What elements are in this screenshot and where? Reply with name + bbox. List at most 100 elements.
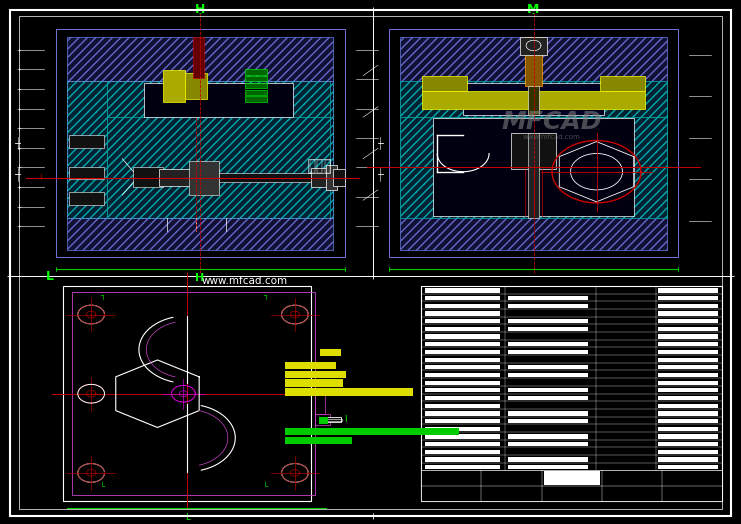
Bar: [56, 29, 345, 257]
Bar: [325, 417, 341, 422]
Text: www.mfcad.com: www.mfcad.com: [523, 134, 581, 140]
Bar: [425, 342, 500, 346]
Text: -: -: [532, 9, 535, 18]
Bar: [658, 388, 718, 392]
Bar: [245, 69, 267, 74]
Bar: [658, 434, 718, 439]
Bar: [422, 75, 467, 91]
Bar: [422, 91, 645, 110]
Bar: [285, 388, 413, 396]
Bar: [658, 334, 718, 339]
Bar: [508, 411, 588, 416]
Text: MFCAD: MFCAD: [502, 111, 602, 134]
Bar: [525, 37, 542, 86]
Bar: [528, 86, 539, 115]
Bar: [508, 304, 588, 308]
Text: L: L: [46, 270, 53, 283]
Bar: [425, 311, 500, 315]
Text: I: I: [345, 415, 347, 424]
Bar: [69, 167, 104, 180]
Text: ┐: ┐: [100, 291, 105, 300]
Bar: [400, 117, 667, 219]
Bar: [600, 75, 645, 91]
Bar: [107, 81, 330, 117]
Text: H: H: [196, 273, 205, 283]
Bar: [658, 450, 718, 454]
Bar: [544, 472, 599, 485]
Bar: [433, 118, 634, 216]
Bar: [463, 83, 604, 115]
Bar: [508, 388, 588, 392]
Bar: [400, 37, 667, 81]
Bar: [193, 37, 204, 78]
Bar: [319, 417, 328, 423]
Bar: [508, 465, 588, 470]
Bar: [326, 166, 337, 190]
Bar: [658, 296, 718, 300]
Bar: [658, 350, 718, 354]
Bar: [245, 96, 267, 102]
Bar: [658, 373, 718, 377]
Bar: [389, 29, 678, 257]
Bar: [425, 327, 500, 331]
Bar: [658, 380, 718, 385]
Bar: [425, 357, 500, 362]
Bar: [425, 350, 500, 354]
Bar: [421, 471, 722, 501]
Bar: [425, 465, 500, 470]
Bar: [320, 349, 341, 356]
Text: └: └: [100, 482, 105, 491]
Bar: [508, 342, 588, 346]
Bar: [658, 311, 718, 315]
Bar: [67, 81, 333, 219]
Bar: [285, 370, 346, 378]
Bar: [285, 379, 343, 387]
Bar: [425, 427, 500, 431]
Bar: [285, 437, 352, 444]
Bar: [658, 365, 718, 369]
Bar: [63, 286, 311, 501]
Bar: [508, 419, 588, 423]
Bar: [658, 411, 718, 416]
Bar: [425, 365, 500, 369]
Text: H: H: [195, 3, 205, 16]
Bar: [315, 394, 325, 414]
Bar: [333, 169, 345, 185]
Bar: [425, 288, 500, 292]
Bar: [658, 342, 718, 346]
Bar: [144, 83, 293, 117]
Bar: [72, 292, 315, 495]
Bar: [67, 37, 333, 249]
Bar: [315, 414, 330, 425]
Bar: [425, 334, 500, 339]
Bar: [658, 304, 718, 308]
Bar: [245, 90, 267, 95]
Bar: [310, 160, 315, 173]
Bar: [425, 403, 500, 408]
Bar: [658, 465, 718, 470]
Text: L: L: [185, 513, 190, 522]
Bar: [425, 388, 500, 392]
Bar: [508, 442, 588, 446]
Bar: [308, 159, 330, 173]
Bar: [326, 419, 342, 421]
Bar: [658, 396, 718, 400]
Bar: [508, 457, 588, 462]
Bar: [317, 160, 322, 173]
Bar: [425, 411, 500, 416]
Bar: [425, 457, 500, 462]
Bar: [658, 427, 718, 431]
Bar: [69, 192, 104, 205]
Bar: [421, 286, 722, 501]
Bar: [508, 434, 588, 439]
Bar: [425, 373, 500, 377]
Bar: [658, 357, 718, 362]
Bar: [425, 396, 500, 400]
Bar: [425, 304, 500, 308]
Bar: [658, 457, 718, 462]
Bar: [425, 296, 500, 300]
Bar: [508, 350, 588, 354]
Text: -: -: [199, 9, 202, 18]
Bar: [189, 161, 219, 195]
Bar: [528, 133, 539, 219]
